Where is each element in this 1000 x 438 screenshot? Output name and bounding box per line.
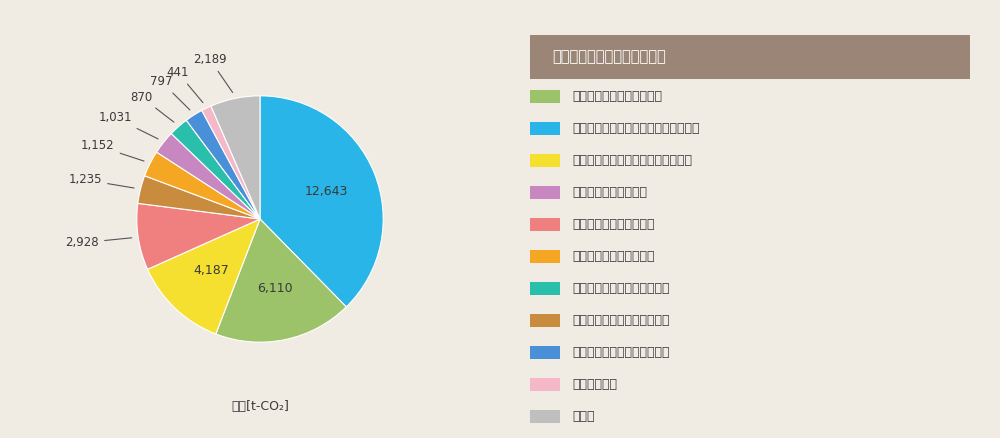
Wedge shape (157, 134, 260, 219)
Text: 立命館アジア太平洋大学: 立命館アジア太平洋大学 (572, 218, 655, 231)
Text: 1,152: 1,152 (81, 139, 144, 161)
Text: 4,187: 4,187 (193, 265, 229, 277)
Text: 12,643: 12,643 (304, 185, 348, 198)
Text: 6,110: 6,110 (257, 283, 292, 296)
Wedge shape (202, 106, 260, 219)
Text: 1,235: 1,235 (69, 173, 134, 188)
Text: 立命館慶祥中学校・高等学校: 立命館慶祥中学校・高等学校 (572, 314, 670, 327)
Wedge shape (148, 219, 260, 334)
Text: 立命館大学衣笠キャンパス: 立命館大学衣笠キャンパス (572, 90, 662, 103)
Text: 797: 797 (150, 75, 190, 110)
Wedge shape (186, 110, 260, 219)
Wedge shape (137, 203, 260, 269)
Text: 立命館小学校: 立命館小学校 (572, 378, 617, 391)
Text: 立命館宇治中学校・高等学校: 立命館宇治中学校・高等学校 (572, 282, 670, 295)
Text: その他: その他 (572, 410, 595, 423)
Wedge shape (145, 152, 260, 219)
Text: 立命館大学大阪いばらきキャンパス: 立命館大学大阪いばらきキャンパス (572, 154, 692, 167)
Text: 単位[t-CO₂]: 単位[t-CO₂] (231, 400, 289, 413)
Text: キャンパス別グラフの色分け: キャンパス別グラフの色分け (552, 49, 666, 64)
Wedge shape (211, 96, 260, 219)
Text: 870: 870 (130, 91, 174, 122)
Text: 立命館中学校・高等学校: 立命館中学校・高等学校 (572, 250, 655, 263)
Text: 2,928: 2,928 (66, 236, 132, 249)
Wedge shape (171, 120, 260, 219)
Wedge shape (260, 96, 383, 307)
Text: 立命館朱雀キャンパス: 立命館朱雀キャンパス (572, 186, 647, 199)
Text: 441: 441 (167, 66, 203, 102)
Wedge shape (216, 219, 346, 342)
Text: 立命館大学びわこ・くさつキャンパス: 立命館大学びわこ・くさつキャンパス (572, 122, 700, 135)
Text: 2,189: 2,189 (193, 53, 233, 92)
Text: 立命館守山中学校・高等学校: 立命館守山中学校・高等学校 (572, 346, 670, 359)
Wedge shape (138, 176, 260, 219)
Text: 1,031: 1,031 (99, 112, 158, 139)
